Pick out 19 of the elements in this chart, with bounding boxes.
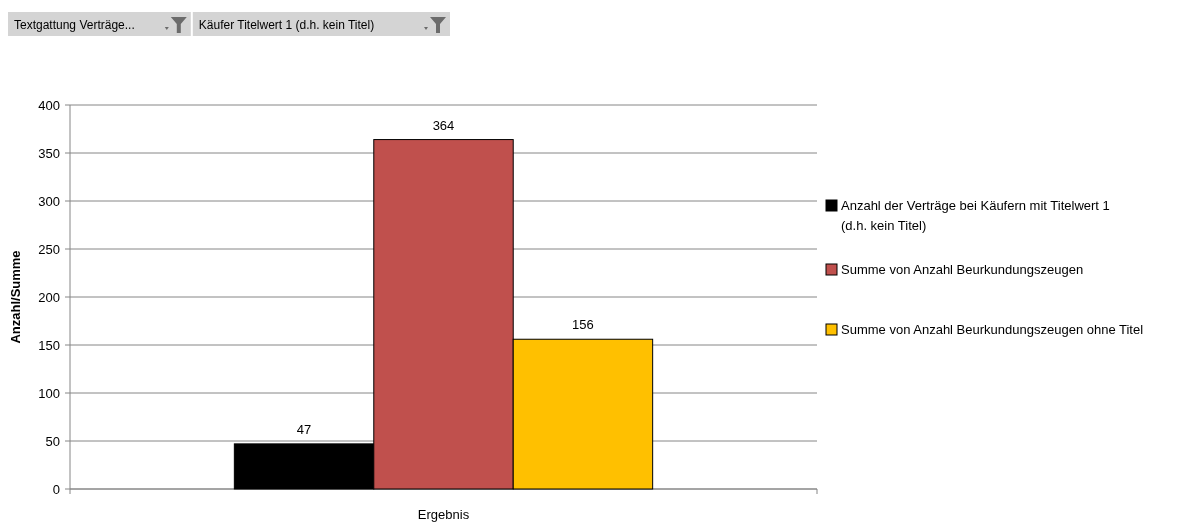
data-label: 47 (296, 421, 312, 437)
data-label: 156 (572, 317, 594, 333)
y-tick-label: 350 (38, 145, 60, 161)
y-axis-title: Anzahl/Summe (8, 250, 23, 344)
legend-label: Summe von Anzahl Beurkundungszeugen ohne Titel (841, 322, 1144, 337)
y-tick-label: 50 (45, 433, 60, 449)
y-tick-label: 150 (38, 337, 60, 353)
legend-label: Summe von Anzahl Beurkundungszeugen (841, 262, 1084, 277)
y-tick-label: 300 (38, 193, 60, 209)
y-tick-label: 400 (38, 97, 60, 113)
x-tick-label: Ergebnis (417, 507, 470, 522)
y-tick-label: 200 (38, 289, 60, 305)
y-tick-label: 0 (52, 481, 60, 497)
text: Textgattung Verträge... (14, 18, 135, 32)
data-label: 364 (432, 117, 455, 133)
y-tick-label: 100 (38, 385, 60, 401)
y-tick-label: 250 (38, 241, 60, 257)
legend-label: Anzahl der Verträge bei Käufern mit Titelwert 1 (d.h. kein Titel) (841, 198, 1110, 233)
text: Käufer Titelwert 1 (d.h. kein Titel) (198, 18, 375, 32)
